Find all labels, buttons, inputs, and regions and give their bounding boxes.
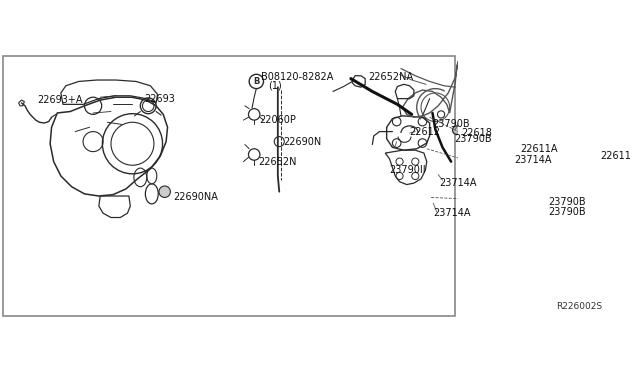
Text: 22618: 22618 — [461, 128, 492, 138]
Text: 23714A: 23714A — [433, 208, 470, 218]
Text: 22693+A: 22693+A — [37, 95, 83, 105]
Text: B: B — [253, 77, 260, 86]
Text: 22690NA: 22690NA — [173, 192, 218, 202]
Text: 22611A: 22611A — [520, 144, 557, 154]
Text: R226002S: R226002S — [556, 302, 602, 311]
Text: (1): (1) — [268, 81, 282, 91]
Text: 22652NA: 22652NA — [368, 72, 413, 82]
Text: 22612: 22612 — [410, 126, 440, 137]
Bar — [536, 132, 541, 179]
Bar — [538, 102, 595, 212]
Text: 23714A: 23714A — [514, 155, 552, 165]
Text: B08120-8282A: B08120-8282A — [261, 72, 333, 82]
Text: 23790II: 23790II — [390, 165, 426, 175]
Text: 22690N: 22690N — [283, 137, 321, 147]
Text: 23790B: 23790B — [548, 207, 586, 217]
Text: 23790B: 23790B — [548, 197, 586, 207]
Text: 22611: 22611 — [600, 151, 631, 161]
Circle shape — [585, 200, 592, 207]
Text: 23790B: 23790B — [433, 119, 470, 129]
Text: 23790B: 23790B — [454, 134, 492, 144]
Text: 22060P: 22060P — [259, 115, 296, 125]
Text: 22693: 22693 — [145, 94, 175, 105]
Circle shape — [538, 210, 545, 217]
Circle shape — [452, 126, 461, 134]
Text: 23714A: 23714A — [440, 178, 477, 188]
Circle shape — [159, 186, 170, 198]
Text: 22652N: 22652N — [258, 157, 296, 167]
